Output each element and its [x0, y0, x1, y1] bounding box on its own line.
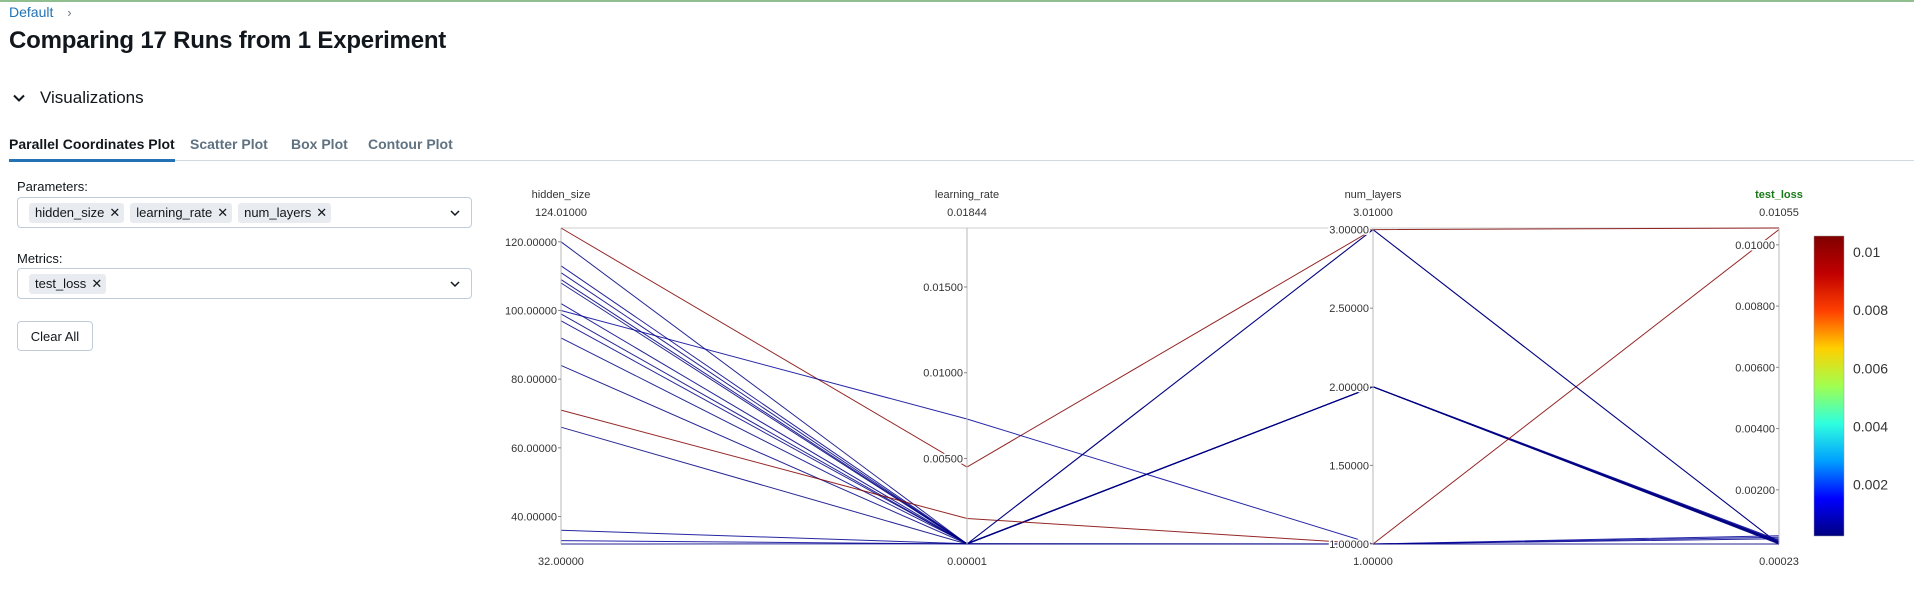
tick-label: 1.00000: [1329, 539, 1369, 551]
colorbar-tick-label: 0.006: [1853, 360, 1888, 376]
axis-max-label: 0.01055: [1759, 207, 1799, 219]
run-line: [561, 304, 1779, 544]
tick-label: 40.00000: [511, 512, 557, 524]
axis-min-label: 1.00000: [1353, 556, 1393, 568]
axis-min-label: 0.00023: [1759, 556, 1799, 568]
run-line: [561, 266, 1779, 544]
tick-label: 60.00000: [511, 443, 557, 455]
run-line: [561, 283, 1779, 544]
tick-label: 100.00000: [505, 305, 557, 317]
run-line: [561, 311, 1779, 545]
run-line: [561, 338, 1779, 544]
axis-max-label: 3.01000: [1353, 207, 1393, 219]
run-line: [561, 230, 1779, 544]
colorbar-tick-label: 0.01: [1853, 244, 1880, 260]
run-line: [561, 273, 1779, 544]
axis-title: learning_rate: [935, 189, 999, 201]
colorbar-tick-label: 0.008: [1853, 302, 1888, 318]
tick-label: 120.00000: [505, 237, 557, 249]
colorbar: [1814, 236, 1844, 536]
axis-max-label: 0.01844: [947, 207, 987, 219]
run-line: [561, 228, 1779, 467]
colorbar-tick-label: 0.004: [1853, 418, 1888, 434]
run-line: [561, 536, 1779, 544]
tick-label: 3.00000: [1329, 225, 1369, 237]
tick-label: 0.01000: [1735, 240, 1775, 252]
axis-min-label: 32.00000: [538, 556, 584, 568]
tick-label: 0.00400: [1735, 424, 1775, 436]
run-line: [561, 321, 1779, 544]
axis-title: hidden_size: [532, 189, 591, 201]
tick-label: 0.01500: [923, 282, 963, 294]
tick-label: 0.00200: [1735, 485, 1775, 497]
axis-min-label: 0.00001: [947, 556, 987, 568]
colorbar-tick-label: 0.002: [1853, 477, 1888, 493]
axis-max-label: 124.01000: [535, 207, 587, 219]
tick-label: 0.00800: [1735, 301, 1775, 313]
axis-title: num_layers: [1345, 189, 1402, 201]
run-line: [561, 365, 1779, 543]
tick-label: 0.00600: [1735, 362, 1775, 374]
tick-label: 0.00500: [923, 453, 963, 465]
tick-label: 0.01000: [923, 368, 963, 380]
axis-title: test_loss: [1755, 189, 1803, 201]
tick-label: 2.00000: [1329, 382, 1369, 394]
tick-label: 1.50000: [1329, 460, 1369, 472]
tick-label: 2.50000: [1329, 303, 1369, 315]
tick-label: 80.00000: [511, 374, 557, 386]
